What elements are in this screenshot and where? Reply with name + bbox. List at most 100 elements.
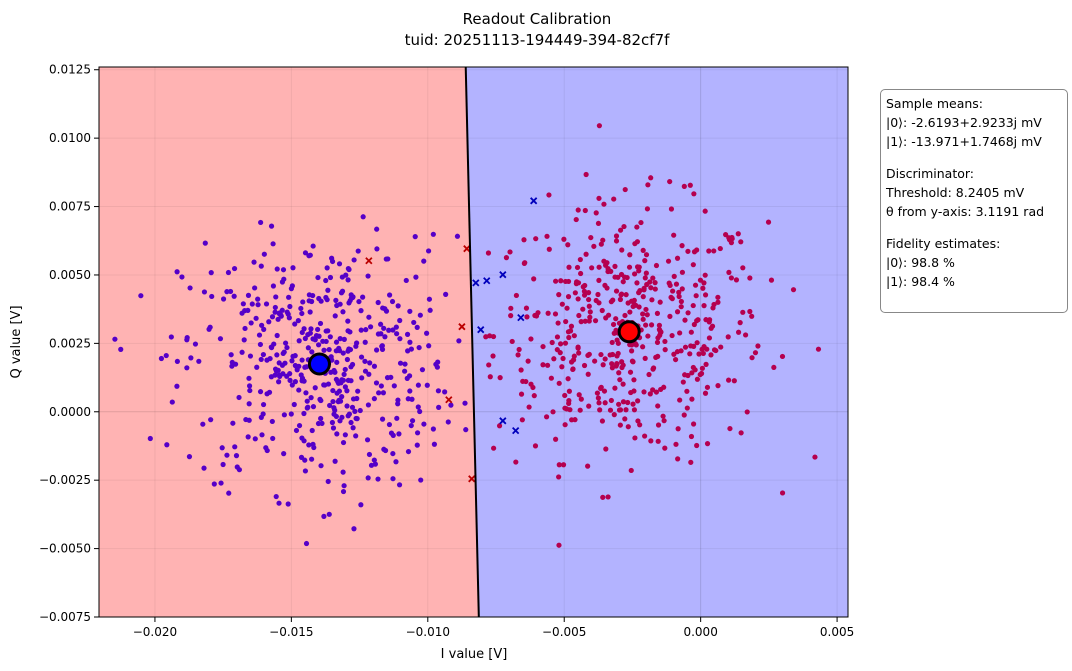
data-point-state1	[415, 382, 421, 388]
data-point-state0	[647, 279, 653, 285]
data-point-state1	[356, 298, 362, 305]
data-point-state0	[738, 430, 744, 436]
data-point-state1	[274, 266, 280, 272]
data-point-state0	[655, 422, 662, 428]
data-point-state0	[742, 332, 749, 338]
data-point-state0	[585, 371, 591, 377]
data-point-state1	[299, 310, 305, 317]
data-point-state0	[642, 355, 648, 361]
data-point-state1	[187, 285, 193, 291]
x-tick-label: −0.015	[269, 625, 313, 639]
data-point-state1	[272, 309, 278, 315]
misclassified-state1-marker	[468, 475, 476, 483]
data-point-state0	[550, 409, 556, 415]
data-point-state0	[595, 220, 602, 227]
data-point-state0	[728, 275, 734, 281]
data-point-state1	[316, 295, 322, 302]
y-tick-label: 0.0050	[49, 268, 91, 282]
data-point-state1	[424, 330, 430, 336]
data-point-state0	[641, 389, 647, 395]
data-point-state1	[336, 388, 343, 394]
data-point-state1	[313, 332, 320, 339]
data-point-state1	[379, 343, 385, 349]
data-point-state0	[523, 378, 529, 385]
data-point-state1	[261, 326, 267, 332]
data-point-state0	[688, 433, 695, 440]
data-point-state1	[258, 263, 264, 269]
data-point-state1	[219, 445, 225, 451]
data-point-state1	[327, 334, 333, 340]
data-point-state0	[677, 330, 683, 336]
data-point-state1	[325, 478, 331, 485]
data-point-state0	[715, 299, 721, 305]
data-point-state0	[676, 289, 682, 295]
data-point-state0	[677, 397, 683, 403]
data-point-state0	[637, 288, 643, 294]
data-point-state1	[357, 407, 363, 414]
data-point-state1	[279, 307, 285, 313]
data-point-state1	[344, 388, 350, 394]
data-point-state0	[687, 351, 693, 357]
data-point-state1	[371, 457, 377, 463]
data-point-state1	[342, 384, 348, 390]
data-point-state0	[627, 369, 634, 375]
data-point-state0	[711, 301, 717, 308]
data-point-state0	[586, 296, 592, 303]
data-point-state0	[491, 445, 497, 451]
data-point-state1	[296, 387, 302, 393]
data-point-state0	[725, 334, 731, 340]
data-point-state1	[310, 441, 316, 447]
data-point-state0	[768, 277, 775, 283]
data-point-state1	[394, 415, 400, 421]
data-point-state0	[629, 348, 635, 354]
data-point-state1	[312, 385, 318, 391]
misclassified-state0-marker	[472, 279, 480, 287]
data-point-state0	[582, 318, 588, 324]
data-point-state0	[566, 264, 572, 270]
data-point-state1	[327, 274, 334, 281]
data-point-state0	[594, 390, 601, 396]
data-point-state0	[562, 278, 569, 285]
data-point-state1	[448, 402, 454, 408]
data-point-state0	[578, 396, 584, 402]
data-point-state0	[688, 459, 694, 465]
data-point-state0	[673, 441, 679, 447]
misclassified-state1-marker	[445, 396, 453, 404]
data-point-state0	[702, 208, 708, 214]
data-point-state0	[528, 381, 534, 387]
data-point-state1	[347, 346, 354, 353]
data-point-state1	[255, 296, 261, 302]
data-point-state0	[577, 407, 583, 413]
data-point-state0	[681, 183, 687, 189]
data-point-state1	[334, 359, 340, 365]
data-point-state1	[211, 481, 217, 487]
data-point-state0	[585, 463, 591, 469]
data-point-state1	[239, 349, 245, 355]
data-point-state0	[508, 313, 514, 319]
data-point-state1	[395, 401, 401, 407]
data-point-state1	[308, 326, 314, 332]
data-point-state0	[610, 297, 616, 303]
data-point-state0	[671, 351, 677, 357]
data-point-state1	[435, 359, 441, 365]
data-point-state0	[696, 351, 702, 357]
data-point-state0	[612, 263, 618, 269]
data-point-state0	[580, 306, 586, 312]
data-point-state0	[703, 361, 709, 367]
misclassified-state0-marker	[512, 427, 520, 435]
data-point-state1	[407, 339, 413, 345]
data-point-state0	[640, 344, 646, 350]
data-point-state0	[592, 358, 598, 364]
data-point-state1	[289, 382, 295, 388]
data-point-state1	[304, 364, 310, 370]
misclassified-state0-marker	[530, 197, 538, 205]
data-point-state1	[350, 294, 356, 301]
data-point-state1	[309, 349, 315, 355]
data-point-state1	[236, 394, 242, 401]
data-point-state0	[682, 344, 689, 350]
data-point-state1	[287, 377, 293, 383]
data-point-state1	[208, 270, 214, 276]
data-point-state0	[674, 255, 681, 261]
data-point-state0	[585, 352, 591, 359]
data-point-state0	[623, 407, 629, 413]
